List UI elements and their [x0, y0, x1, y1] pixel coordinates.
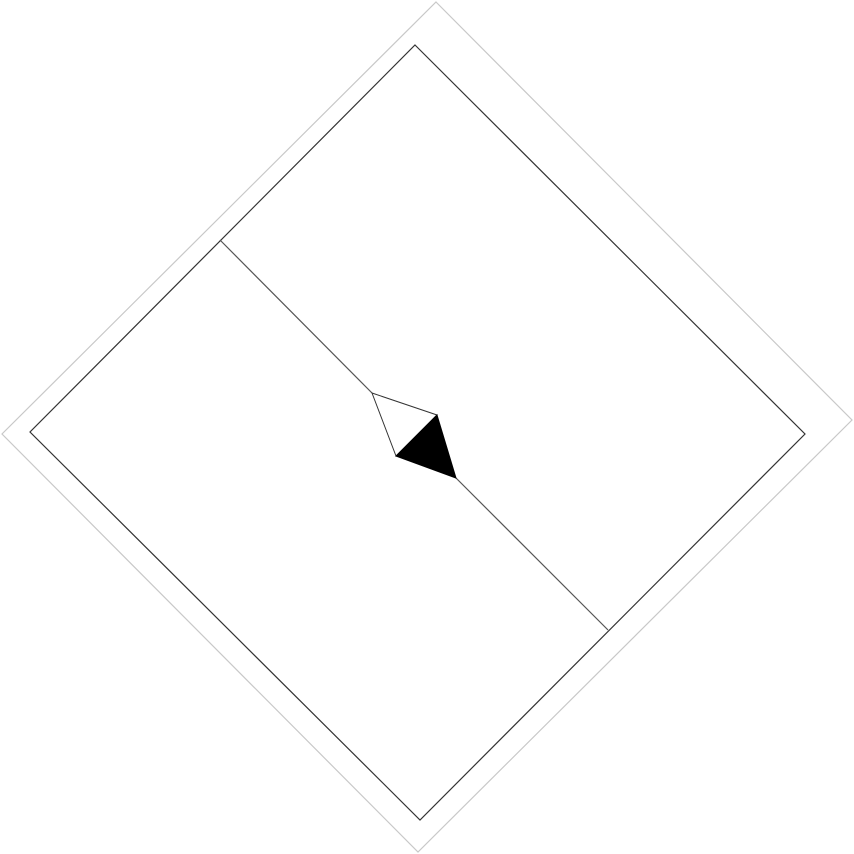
marker-black-half: [395, 414, 457, 479]
divider-line-lower: [455, 477, 609, 631]
inner-diamond-frame: [29, 44, 806, 821]
center-compass-marker: [371, 392, 457, 479]
divider-line-upper: [219, 239, 373, 394]
